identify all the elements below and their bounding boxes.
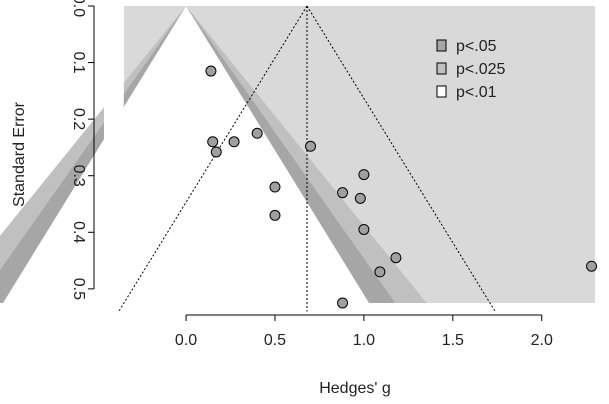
study-point-3 [210, 146, 222, 158]
study-point-8 [305, 140, 317, 152]
x-tick-label-0: 0.0 [175, 332, 197, 349]
legend-swatch-2 [436, 85, 447, 98]
study-point-6 [269, 181, 281, 193]
y-tick-label-5: 0.5 [70, 278, 87, 300]
y-tick-label-1: 0.1 [70, 51, 87, 73]
study-point-15 [337, 297, 349, 309]
x-tick-label-1: 0.5 [264, 332, 286, 349]
x-axis-title: Hedges' g [319, 380, 391, 397]
right-mask [595, 6, 604, 303]
funnel-lines [118, 5, 496, 312]
study-point-4 [228, 136, 240, 148]
x-tick-label-3: 1.5 [442, 332, 464, 349]
study-points [205, 65, 598, 309]
y-axis-title: Standard Error [11, 101, 28, 207]
legend-label-1: p<.025 [456, 61, 505, 78]
study-point-10 [354, 192, 366, 204]
study-point-9 [337, 187, 349, 199]
legend-label-0: p<.05 [456, 38, 497, 55]
contour-region-nonsignificant [3, 6, 370, 303]
study-point-7 [269, 209, 281, 221]
legend: p<.05 p<.025 p<.01 [436, 38, 505, 101]
y-tick-label-3: 0.3 [70, 165, 87, 187]
study-point-13 [374, 266, 386, 278]
study-point-11 [358, 169, 370, 181]
legend-label-2: p<.01 [456, 84, 497, 101]
x-tick-label-4: 2.0 [531, 332, 553, 349]
study-point-2 [207, 136, 219, 148]
axes: 0.0 0.5 1.0 1.5 2.0 0.0 0.1 0.2 0.3 0.4 0.5 [70, 0, 553, 349]
significance-contours [0, 6, 604, 303]
study-point-16 [586, 260, 598, 272]
study-point-5 [251, 127, 263, 139]
left-mask [104, 6, 124, 303]
study-point-14 [390, 252, 402, 264]
study-point-1 [205, 65, 217, 77]
legend-swatch-1 [436, 62, 447, 75]
study-point-12 [358, 223, 370, 235]
y-tick-label-4: 0.4 [70, 221, 87, 243]
x-tick-label-2: 1.0 [353, 332, 375, 349]
y-tick-label-2: 0.2 [70, 108, 87, 130]
y-tick-label-0: 0.0 [70, 0, 87, 17]
legend-swatch-0 [436, 39, 447, 52]
